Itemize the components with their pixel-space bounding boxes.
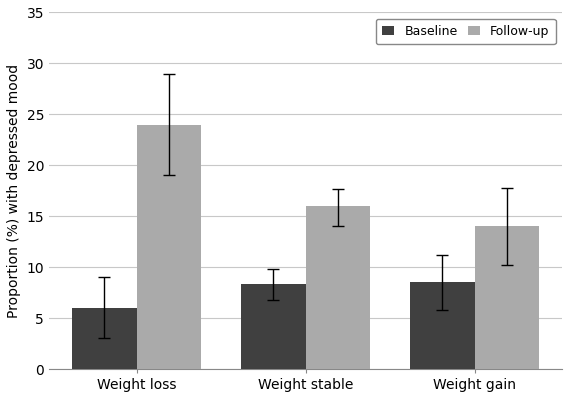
Y-axis label: Proportion (%) with depressed mood: Proportion (%) with depressed mood — [7, 64, 21, 318]
Bar — [410, 282, 475, 369]
Bar — [241, 284, 306, 369]
Bar — [475, 226, 539, 369]
Legend: Baseline, Follow-up: Baseline, Follow-up — [376, 19, 556, 44]
Bar — [137, 124, 201, 369]
Bar — [72, 308, 137, 369]
Bar — [306, 206, 370, 369]
